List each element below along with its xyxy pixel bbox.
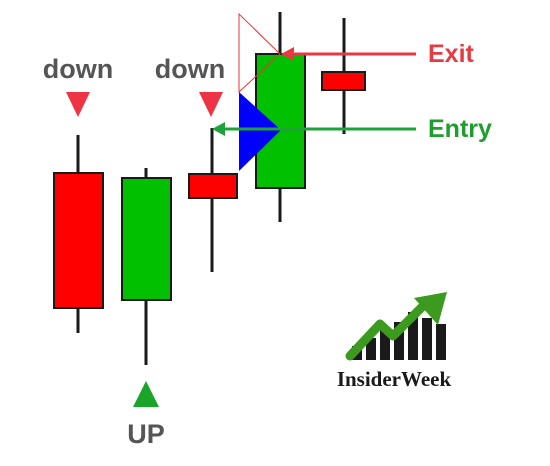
- target-projection-triangle: [238, 12, 281, 94]
- entry-pattern-triangle: [239, 92, 281, 171]
- entry-arrow: [212, 122, 416, 136]
- candle-2: [121, 168, 172, 365]
- down-marker-1-label: down: [43, 54, 113, 84]
- candle-3-body: [188, 173, 238, 199]
- candle-1-body: [53, 172, 104, 309]
- candle-2-body: [121, 177, 172, 301]
- down-marker-2-arrow: [199, 92, 223, 117]
- candle-1: [53, 135, 104, 333]
- exit-arrow: [281, 47, 416, 61]
- up-marker-label: UP: [127, 419, 165, 449]
- brand-name: InsiderWeek: [337, 367, 452, 391]
- exit-label: Exit: [428, 40, 475, 68]
- down-marker-2-label: down: [155, 54, 225, 84]
- rising-bar-chart-with-arrow-icon: [345, 292, 447, 361]
- entry-label: Entry: [428, 115, 492, 143]
- candle-3: [188, 128, 238, 272]
- candle-5-body: [321, 71, 366, 91]
- candle-5: [321, 18, 366, 134]
- up-marker-arrow: [133, 381, 159, 407]
- down-marker-1-arrow: [66, 92, 90, 117]
